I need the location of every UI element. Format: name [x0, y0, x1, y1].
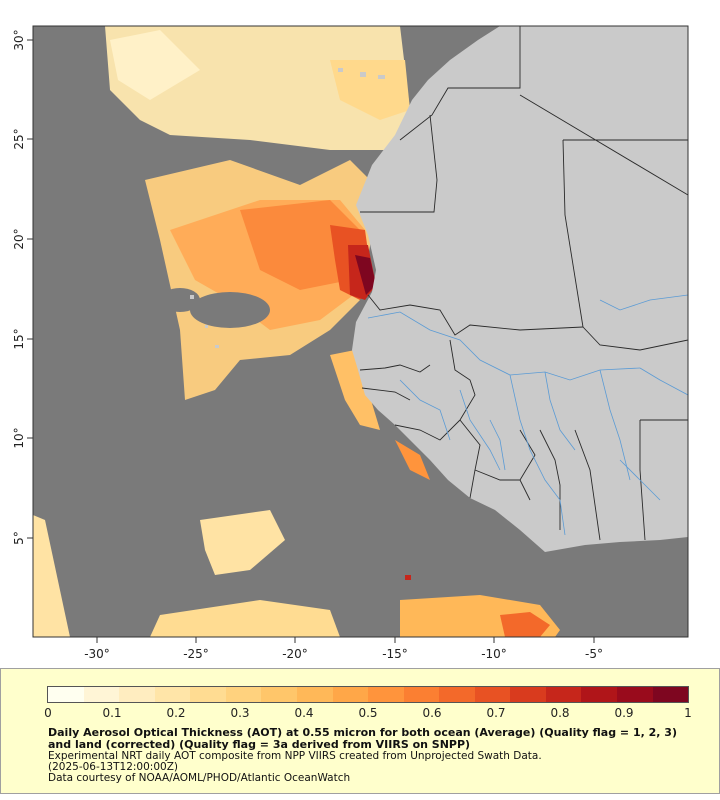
lon-tick-label: -25°	[183, 647, 209, 661]
caption-credit: Data courtesy of NOAA/AOML/PHOD/Atlantic…	[48, 772, 351, 784]
caption-timestamp: (2025-06-13T12:00:00Z)	[48, 761, 178, 773]
colorbar-swatch	[225, 687, 262, 702]
caption-title: Daily Aerosol Optical Thickness (AOT) at…	[48, 726, 677, 751]
colorbar-swatch	[545, 687, 582, 702]
colorbar-swatch	[439, 687, 475, 702]
colorbar-tick-label: 0.7	[486, 706, 506, 720]
colorbar-swatch	[190, 687, 226, 702]
colorbar-swatch	[119, 687, 155, 702]
colorbar-swatch	[154, 687, 191, 702]
colorbar	[47, 686, 689, 703]
lat-tick-label: 30°	[12, 29, 26, 50]
colorbar-tick-label: 0.6	[422, 706, 442, 720]
rivers	[367, 294, 688, 536]
colorbar-tick-label: 0.9	[614, 706, 634, 720]
latitude-axis	[27, 39, 33, 539]
colorbar-swatch	[403, 687, 440, 702]
lon-tick-label: -30°	[84, 647, 110, 661]
colorbar-tick-label: 0	[44, 706, 52, 720]
aot-map: -30° -25° -20° -15° -10° -5° 30° 25° 20°…	[12, 25, 689, 661]
lon-tick-label: -15°	[382, 647, 408, 661]
map-caption: Daily Aerosol Optical Thickness (AOT) at…	[48, 727, 688, 784]
lon-tick-label: -20°	[282, 647, 308, 661]
colorbar-swatch	[83, 687, 120, 702]
colorbar-swatch	[617, 687, 653, 702]
lat-tick-label: 5°	[12, 531, 26, 545]
colorbar-swatch	[652, 687, 689, 702]
colorbar-tick-label: 0.8	[550, 706, 570, 720]
lat-tick-label: 10°	[12, 427, 26, 448]
aot-overlay	[33, 26, 560, 637]
lon-tick-label: -5°	[585, 647, 603, 661]
country-borders	[359, 26, 688, 541]
legend-panel: 0 0.1 0.2 0.3 0.4 0.5 0.6 0.7 0.8 0.9 1 …	[0, 668, 720, 794]
longitude-axis	[96, 637, 595, 643]
colorbar-swatch	[368, 687, 404, 702]
map-frame	[32, 25, 689, 638]
colorbar-tick-label: 1	[684, 706, 692, 720]
colorbar-tick-label: 0.5	[358, 706, 378, 720]
lat-tick-label: 25°	[12, 128, 26, 149]
colorbar-tick-label: 0.4	[294, 706, 314, 720]
colorbar-swatch	[474, 687, 511, 702]
colorbar-swatch	[296, 687, 333, 702]
land-africa	[190, 26, 688, 552]
colorbar-swatch	[510, 687, 546, 702]
caption-description: Experimental NRT daily AOT composite fro…	[48, 750, 542, 762]
colorbar-swatch	[581, 687, 617, 702]
colorbar-swatch	[48, 687, 84, 702]
colorbar-tick-label: 0.2	[166, 706, 186, 720]
colorbar-tick-label: 0.3	[230, 706, 250, 720]
colorbar-tick-label: 0.1	[102, 706, 122, 720]
colorbar-swatch	[261, 687, 297, 702]
colorbar-swatch	[332, 687, 369, 702]
lat-tick-label: 20°	[12, 228, 26, 249]
lon-tick-label: -10°	[481, 647, 507, 661]
lat-tick-label: 15°	[12, 328, 26, 349]
